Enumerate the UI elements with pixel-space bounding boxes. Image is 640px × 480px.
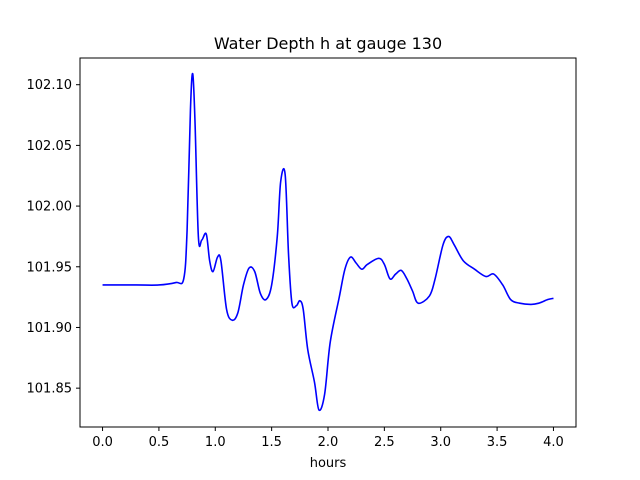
x-axis: 0.0 0.5 1.0 1.5 2.0 2.5 3.0 3.5 4.0 <box>92 427 564 450</box>
y-tick-label: 101.90 <box>27 321 73 336</box>
x-tick-label: 1.0 <box>205 435 226 450</box>
y-tick-label: 102.05 <box>27 139 73 154</box>
x-axis-label: hours <box>310 456 347 471</box>
plot-frame <box>79 57 577 428</box>
plot-area <box>80 58 576 427</box>
x-tick-label: 4.0 <box>543 435 564 450</box>
x-tick-label: 3.5 <box>487 435 508 450</box>
x-tick-label: 0.5 <box>149 435 170 450</box>
x-tick-label: 2.5 <box>374 435 395 450</box>
x-tick-label: 1.5 <box>261 435 282 450</box>
x-tick-label: 0.0 <box>92 435 113 450</box>
y-tick-label: 101.95 <box>27 260 73 275</box>
y-tick-label: 102.00 <box>27 200 73 215</box>
x-tick-label: 2.0 <box>318 435 339 450</box>
x-tick-label: 3.0 <box>430 435 451 450</box>
y-tick-label: 102.10 <box>27 78 73 93</box>
y-axis: 101.85 101.90 101.95 102.00 102.05 102.10 <box>27 78 80 397</box>
series-layer <box>102 72 554 412</box>
chart-title: Water Depth h at gauge 130 <box>214 34 442 53</box>
y-tick-label: 101.85 <box>27 382 73 397</box>
series-line <box>102 72 554 412</box>
